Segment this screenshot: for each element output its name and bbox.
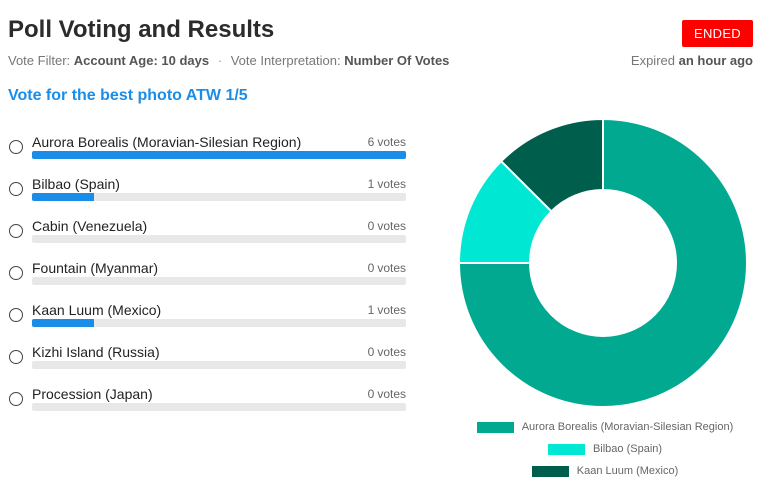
- option-label: Bilbao (Spain): [32, 176, 120, 192]
- votes-suffix: votes: [377, 177, 406, 191]
- legend-swatch: [476, 421, 514, 433]
- option-vote-count: 1 votes: [368, 303, 406, 317]
- poll-option[interactable]: Kizhi Island (Russia) 0 votes: [8, 343, 408, 385]
- results-donut-chart: [457, 117, 748, 408]
- vote-count: 0: [367, 261, 375, 275]
- option-vote-count: 0 votes: [368, 345, 406, 359]
- radio-button[interactable]: [9, 140, 23, 154]
- poll-question: Vote for the best photo ATW 1/5: [8, 87, 248, 104]
- separator-dot: ·: [217, 53, 223, 68]
- vote-progress-bar: [32, 235, 406, 243]
- radio-button[interactable]: [9, 350, 23, 364]
- legend-label: Aurora Borealis (Moravian-Silesian Regio…: [521, 421, 734, 433]
- vote-progress-bar: [32, 277, 406, 285]
- chart-legend: Aurora Borealis (Moravian-Silesian Regio…: [455, 416, 755, 482]
- option-vote-count: 0 votes: [368, 261, 406, 275]
- filter-value: Account Age: 10 days: [73, 53, 210, 68]
- legend-item: Aurora Borealis (Moravian-Silesian Regio…: [455, 416, 755, 438]
- option-label: Fountain (Myanmar): [32, 260, 159, 276]
- votes-suffix: votes: [377, 261, 406, 275]
- votes-suffix: votes: [377, 219, 406, 233]
- legend-swatch: [547, 443, 585, 455]
- poll-option[interactable]: Kaan Luum (Mexico) 1 votes: [8, 301, 408, 343]
- poll-meta: Vote Filter: Account Age: 10 days · Vote…: [8, 53, 449, 68]
- status-badge: ENDED: [682, 20, 753, 47]
- poll-option[interactable]: Procession (Japan) 0 votes: [8, 385, 408, 427]
- vote-count: 0: [367, 219, 375, 233]
- expiry-info: Expired an hour ago: [631, 53, 753, 68]
- legend-item: Kaan Luum (Mexico): [455, 460, 755, 482]
- expired-label: Expired: [630, 53, 675, 68]
- radio-button[interactable]: [9, 392, 23, 406]
- vote-count: 1: [367, 177, 375, 191]
- expired-value: an hour ago: [678, 53, 753, 68]
- legend-swatch: [531, 465, 569, 477]
- vote-count: 1: [367, 303, 375, 317]
- option-vote-count: 0 votes: [368, 219, 406, 233]
- votes-suffix: votes: [377, 345, 406, 359]
- votes-suffix: votes: [377, 387, 406, 401]
- option-vote-count: 6 votes: [368, 135, 406, 149]
- vote-progress-bar: [32, 151, 406, 159]
- donut-slice: [499, 117, 604, 213]
- vote-progress-fill: [32, 319, 95, 327]
- option-vote-count: 0 votes: [368, 387, 406, 401]
- donut-slice: [457, 117, 748, 408]
- vote-progress-bar: [32, 361, 406, 369]
- vote-progress-bar: [32, 403, 406, 411]
- votes-suffix: votes: [377, 135, 406, 149]
- vote-count: 0: [367, 345, 375, 359]
- votes-suffix: votes: [377, 303, 406, 317]
- vote-progress-bar: [32, 319, 406, 327]
- radio-button[interactable]: [9, 266, 23, 280]
- radio-button[interactable]: [9, 182, 23, 196]
- radio-button[interactable]: [9, 308, 23, 322]
- vote-progress-bar: [32, 193, 406, 201]
- poll-option[interactable]: Bilbao (Spain) 1 votes: [8, 175, 408, 217]
- filter-label: Vote Filter:: [8, 53, 71, 68]
- poll-option[interactable]: Fountain (Myanmar) 0 votes: [8, 259, 408, 301]
- vote-progress-fill: [32, 193, 95, 201]
- legend-item: Bilbao (Spain): [455, 438, 755, 460]
- legend-label: Kaan Luum (Mexico): [576, 465, 679, 477]
- option-label: Cabin (Venezuela): [32, 218, 148, 234]
- option-label: Aurora Borealis (Moravian-Silesian Regio…: [32, 134, 302, 150]
- option-label: Kizhi Island (Russia): [32, 344, 160, 360]
- poll-option[interactable]: Aurora Borealis (Moravian-Silesian Regio…: [8, 133, 408, 175]
- page-title: Poll Voting and Results: [8, 16, 275, 43]
- vote-count: 0: [367, 387, 375, 401]
- vote-progress-fill: [32, 151, 406, 159]
- vote-count: 6: [367, 135, 375, 149]
- option-label: Kaan Luum (Mexico): [32, 302, 162, 318]
- interpretation-value: Number Of Votes: [344, 53, 450, 68]
- interpretation-label: Vote Interpretation:: [230, 53, 341, 68]
- poll-options: Aurora Borealis (Moravian-Silesian Regio…: [8, 133, 408, 427]
- option-vote-count: 1 votes: [368, 177, 406, 191]
- poll-option[interactable]: Cabin (Venezuela) 0 votes: [8, 217, 408, 259]
- option-label: Procession (Japan): [32, 386, 153, 402]
- legend-label: Bilbao (Spain): [592, 443, 663, 455]
- radio-button[interactable]: [9, 224, 23, 238]
